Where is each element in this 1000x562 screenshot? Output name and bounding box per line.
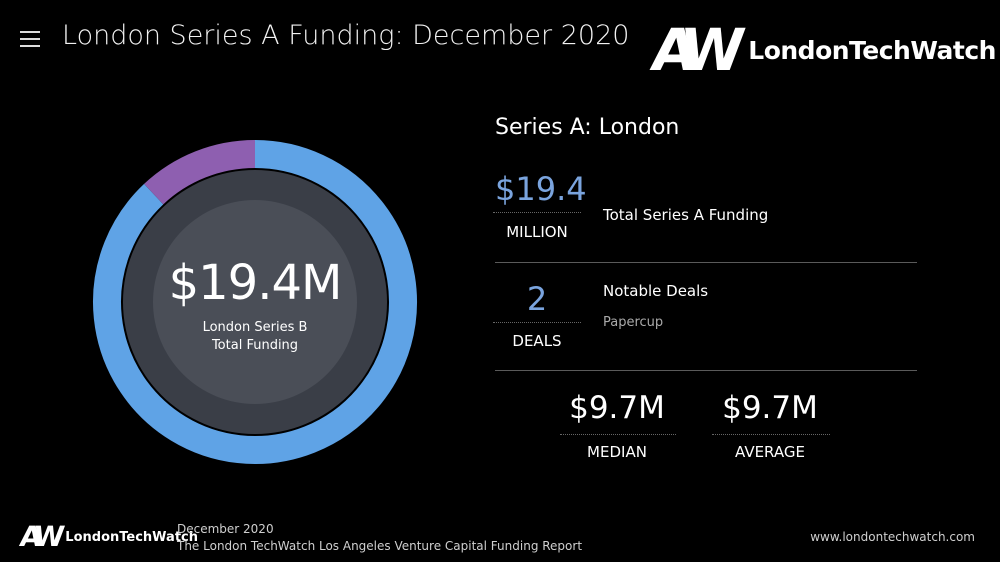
notable-deal-company[interactable]: Papercup xyxy=(603,315,664,330)
donut-slice-1 xyxy=(144,140,256,205)
deals-count: 2 xyxy=(526,280,548,318)
donut-label-line2: Total Funding xyxy=(211,338,299,353)
funding-donut-chart: $19.4M London Series B Total Funding xyxy=(92,139,418,465)
footer-url[interactable]: www.londontechwatch.com xyxy=(810,530,975,544)
donut-slice-0 xyxy=(93,140,417,464)
donut-center: $19.4M London Series B Total Funding xyxy=(92,139,418,465)
median-label: MEDIAN xyxy=(587,443,647,461)
deals-unit: DEALS xyxy=(512,332,562,350)
footer-date: December 2020 xyxy=(177,522,274,536)
dotted-divider xyxy=(712,434,830,435)
hamburger-menu-icon[interactable] xyxy=(20,31,40,47)
footer-logo[interactable]: AW LondonTechWatch xyxy=(17,520,199,553)
dotted-divider xyxy=(560,434,676,435)
footer-brand: LondonTechWatch xyxy=(65,529,199,545)
median-value: $9.7M xyxy=(569,390,665,426)
total-funding-unit: MILLION xyxy=(506,223,568,241)
donut-center-disc xyxy=(153,200,357,404)
donut-svg xyxy=(93,140,417,464)
total-funding-value: $19.4 xyxy=(495,170,587,208)
menu-bar xyxy=(20,31,40,33)
donut-label-line1: London Series B xyxy=(202,320,308,335)
menu-bar xyxy=(20,38,40,40)
donut-total-value: $19.4M xyxy=(168,255,343,311)
dotted-divider xyxy=(493,212,581,213)
total-funding-label: Total Series A Funding xyxy=(603,206,769,224)
donut-arcs xyxy=(93,140,417,464)
divider xyxy=(495,370,917,371)
average-label: AVERAGE xyxy=(735,443,805,461)
average-value: $9.7M xyxy=(722,390,818,426)
section-title: Series A: London xyxy=(495,115,680,140)
dotted-divider xyxy=(493,322,581,323)
divider xyxy=(495,262,917,263)
page-title: London Series A Funding: December 2020 xyxy=(62,20,630,51)
menu-bar xyxy=(20,45,40,47)
logo-text: LondonTechWatch xyxy=(748,35,996,65)
notable-deals-label: Notable Deals xyxy=(603,282,709,300)
donut-label: London Series B Total Funding xyxy=(92,319,418,355)
footer-report-title: The London TechWatch Los Angeles Venture… xyxy=(177,539,583,553)
footer-logo-mark: AW xyxy=(17,520,60,553)
brand-logo[interactable]: AW LondonTechWatch xyxy=(647,16,996,84)
logo-mark: AW xyxy=(647,16,736,84)
